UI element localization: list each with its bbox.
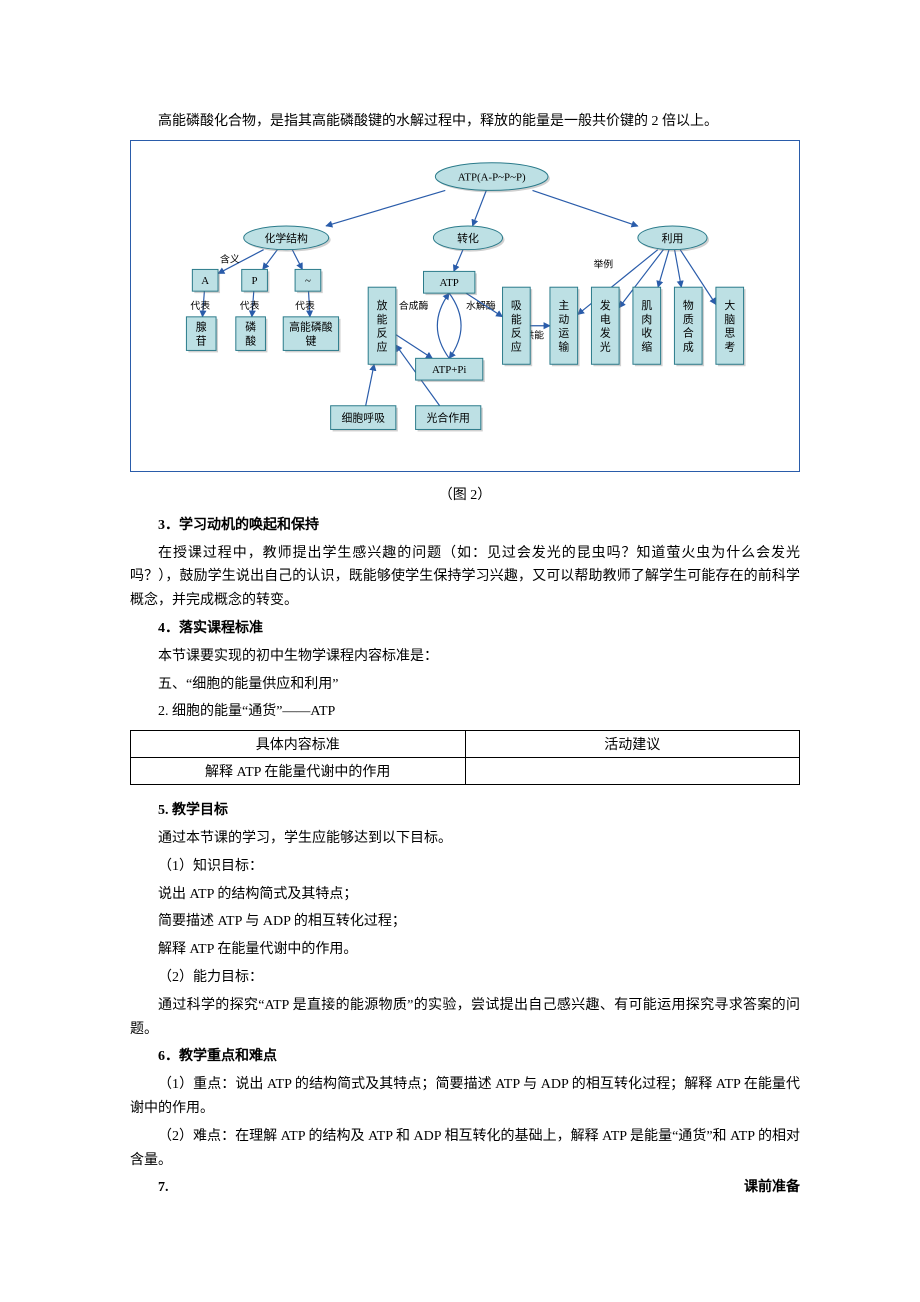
section-5-intro: 通过本节课的学习，学生应能够达到以下目标。	[130, 827, 800, 851]
svg-text:合: 合	[683, 325, 694, 339]
section-6-p2: （2）难点：在理解 ATP 的结构及 ATP 和 ADP 相互转化的基础上，解释…	[130, 1125, 800, 1173]
svg-text:放: 放	[377, 298, 388, 312]
svg-text:ATP(A-P~P~P): ATP(A-P~P~P)	[458, 171, 526, 183]
svg-text:代表: 代表	[190, 299, 210, 312]
svg-text:ATP: ATP	[440, 277, 459, 289]
table-header-cell: 具体内容标准	[131, 731, 466, 758]
svg-text:合成酶: 合成酶	[399, 299, 429, 312]
svg-text:化学结构: 化学结构	[264, 231, 308, 245]
document-page: 高能磷酸化合物，是指其高能磷酸键的水解过程中，释放的能量是一般共价键的 2 倍以…	[0, 0, 920, 1264]
section-5-k1: 说出 ATP 的结构简式及其特点；	[130, 883, 800, 907]
svg-text:磷: 磷	[245, 320, 256, 333]
section-6-title: 6．教学重点和难点	[130, 1045, 800, 1069]
table-cell	[465, 758, 800, 785]
svg-text:酸: 酸	[245, 333, 256, 347]
svg-text:P: P	[252, 275, 258, 287]
svg-text:成: 成	[683, 340, 694, 353]
svg-text:应: 应	[511, 339, 522, 353]
svg-text:输: 输	[558, 339, 569, 353]
svg-text:物: 物	[683, 298, 694, 312]
svg-text:质: 质	[683, 313, 694, 326]
section-7-num: 7.	[158, 1180, 169, 1195]
section-5-ability-label: （2）能力目标：	[130, 966, 800, 990]
section-5-k3: 解释 ATP 在能量代谢中的作用。	[130, 938, 800, 962]
svg-text:发: 发	[600, 298, 611, 312]
svg-text:吸: 吸	[511, 300, 522, 312]
svg-text:应: 应	[377, 339, 388, 353]
svg-text:光: 光	[600, 339, 611, 353]
svg-text:收: 收	[641, 325, 652, 339]
svg-text:苷: 苷	[196, 333, 207, 347]
svg-text:~: ~	[305, 275, 311, 287]
svg-text:高能磷酸: 高能磷酸	[289, 319, 333, 333]
svg-text:缩: 缩	[641, 340, 652, 353]
svg-text:脑: 脑	[724, 313, 735, 326]
section-4-line2: 五、“细胞的能量供应和利用”	[130, 673, 800, 697]
section-3-title: 3．学习动机的唤起和保持	[130, 514, 800, 538]
svg-text:A: A	[201, 275, 209, 287]
section-3-body: 在授课过程中，教师提出学生感兴趣的问题（如：见过会发光的昆虫吗？知道萤火虫为什么…	[130, 542, 800, 613]
svg-text:反: 反	[511, 326, 522, 339]
svg-text:能: 能	[377, 312, 388, 326]
section-5-title: 5. 教学目标	[130, 799, 800, 823]
svg-text:光合作用: 光合作用	[426, 410, 469, 424]
diagram-svg: 含义代表代表代表水解酶合成酶供能举例ATP(A-P~P~P)化学结构转化利用AP…	[139, 149, 791, 459]
svg-text:思: 思	[724, 326, 735, 339]
svg-text:发: 发	[600, 325, 611, 339]
figure-caption: （图 2）	[130, 484, 800, 504]
section-4-line3: 2. 细胞的能量“通货”——ATP	[130, 700, 800, 724]
section-6-p1: （1）重点：说出 ATP 的结构简式及其特点；简要描述 ATP 与 ADP 的相…	[130, 1073, 800, 1121]
svg-text:反: 反	[377, 326, 388, 339]
svg-text:举例: 举例	[593, 257, 613, 270]
svg-text:动: 动	[558, 313, 569, 326]
section-5-a1: 通过科学的探究“ATP 是直接的能源物质”的实验，尝试提出自己感兴趣、有可能运用…	[130, 994, 800, 1042]
section-5-k2: 简要描述 ATP 与 ADP 的相互转化过程；	[130, 910, 800, 934]
section-4-title: 4．落实课程标准	[130, 617, 800, 641]
section-7-line: 7. 课前准备	[130, 1176, 800, 1200]
concept-diagram: 含义代表代表代表水解酶合成酶供能举例ATP(A-P~P~P)化学结构转化利用AP…	[130, 140, 800, 472]
svg-text:转化: 转化	[457, 231, 479, 245]
svg-text:肉: 肉	[641, 313, 652, 326]
section-5-knowledge-label: （1）知识目标：	[130, 855, 800, 879]
svg-text:利用: 利用	[662, 232, 684, 245]
svg-text:考: 考	[724, 340, 735, 353]
table-row: 解释 ATP 在能量代谢中的作用	[131, 758, 800, 785]
svg-text:代表: 代表	[295, 299, 315, 312]
svg-text:大: 大	[724, 298, 735, 312]
table-cell: 解释 ATP 在能量代谢中的作用	[131, 758, 466, 785]
svg-text:能: 能	[511, 312, 522, 326]
standards-table: 具体内容标准 活动建议 解释 ATP 在能量代谢中的作用	[130, 730, 800, 785]
section-7-label: 课前准备	[716, 1176, 800, 1200]
section-4-line1: 本节课要实现的初中生物学课程内容标准是：	[130, 645, 800, 669]
table-row: 具体内容标准 活动建议	[131, 731, 800, 758]
svg-text:键: 键	[305, 333, 316, 347]
svg-text:代表: 代表	[240, 299, 260, 312]
svg-text:腺: 腺	[196, 319, 207, 333]
svg-text:ATP+Pi: ATP+Pi	[432, 364, 466, 376]
svg-text:运: 运	[558, 326, 569, 339]
svg-text:主: 主	[558, 299, 569, 312]
svg-text:含义: 含义	[220, 252, 240, 265]
svg-text:肌: 肌	[641, 299, 652, 312]
svg-text:电: 电	[600, 313, 611, 326]
svg-text:细胞呼吸: 细胞呼吸	[342, 411, 386, 424]
table-header-cell: 活动建议	[465, 731, 800, 758]
intro-paragraph: 高能磷酸化合物，是指其高能磷酸键的水解过程中，释放的能量是一般共价键的 2 倍以…	[130, 110, 800, 134]
